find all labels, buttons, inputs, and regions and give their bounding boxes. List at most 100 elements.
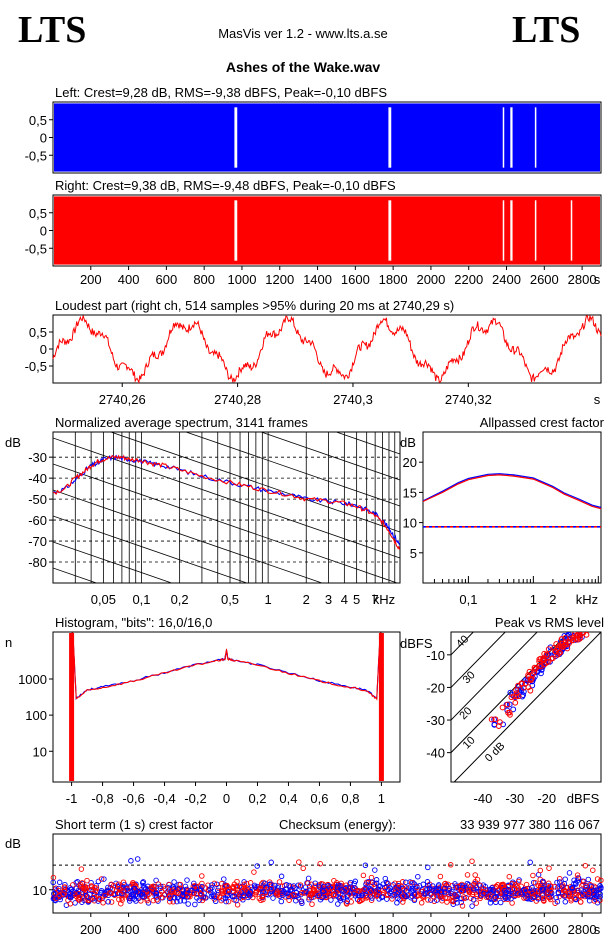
x-tick-label: 2800 <box>568 922 597 937</box>
crest-point <box>583 883 589 890</box>
crest-point <box>403 888 410 894</box>
spectrum-slope <box>53 489 324 583</box>
crest-point <box>494 889 500 896</box>
waveform-left-gap <box>388 107 392 168</box>
crest-point <box>335 901 341 907</box>
crest-point <box>411 897 418 904</box>
crest-point <box>574 872 581 878</box>
peakrms-point <box>545 646 552 653</box>
crest-point <box>162 886 168 892</box>
x-tick-label: 1 <box>265 592 272 607</box>
x-tick-label: 2000 <box>416 272 445 287</box>
crest-point <box>540 887 546 893</box>
peakrms-point <box>583 632 590 638</box>
loudest-part: Loudest part (right ch, 514 samples >95%… <box>25 298 602 407</box>
spectrum-slope <box>184 432 400 507</box>
peakrms-plot: 40 30 20 10 0 dB <box>451 632 601 782</box>
x-tick-label: 1200 <box>265 272 294 287</box>
crest-point <box>446 885 453 892</box>
crest-title: Short term (1 s) crest factor <box>55 817 214 832</box>
crest-point <box>530 872 536 879</box>
crest-point <box>272 882 278 889</box>
crest-point <box>315 893 321 900</box>
crest-point <box>517 891 523 897</box>
crest-point <box>580 892 586 899</box>
crest-frame <box>52 833 602 914</box>
crest-point <box>419 886 426 893</box>
crest-point <box>230 888 236 894</box>
x-tick-label: 800 <box>193 272 215 287</box>
crest-point <box>171 879 177 885</box>
crest-point <box>335 884 341 891</box>
crest-point <box>492 896 499 902</box>
crest-point <box>351 880 357 887</box>
crest-point <box>352 893 359 899</box>
crest-point <box>100 900 106 906</box>
crest-point <box>541 898 547 904</box>
x-tick-label: 2 <box>303 592 310 607</box>
crest-point <box>97 890 104 896</box>
crest-point <box>576 892 582 899</box>
crest-point <box>403 879 409 886</box>
crest-point <box>577 899 584 905</box>
crest-point <box>78 866 85 872</box>
y-tick-label: 0 <box>40 131 47 146</box>
crest-point <box>302 888 309 895</box>
crest-point <box>348 899 354 905</box>
crest-point <box>287 887 294 894</box>
loudest-waveform <box>52 315 602 385</box>
crest-point <box>53 888 60 894</box>
crest-point <box>291 883 297 889</box>
crest-point <box>394 900 400 906</box>
crest-point <box>434 897 440 903</box>
peakrms-point <box>499 704 506 711</box>
y-tick-label: 10 <box>33 744 47 759</box>
crest-point <box>169 888 175 894</box>
crest-point <box>219 889 226 895</box>
crest-point <box>286 897 292 903</box>
x-tick-label: -0,6 <box>122 791 144 806</box>
y-tick-label: -70 <box>28 534 47 549</box>
crest-point <box>78 883 84 890</box>
crest-point <box>581 878 587 885</box>
crest-point <box>191 884 198 890</box>
y-tick-label: -0,5 <box>25 241 47 256</box>
crest-point <box>221 883 228 890</box>
crest-point <box>566 870 573 876</box>
crest-point <box>400 899 406 905</box>
crest-point <box>257 886 263 892</box>
crest-point <box>224 883 230 890</box>
crest-point <box>165 884 171 891</box>
crest-point <box>497 899 504 906</box>
crest-point <box>365 880 372 886</box>
crest-point <box>344 898 350 904</box>
crest-point <box>585 891 592 897</box>
crest-point <box>506 873 513 880</box>
crest-point <box>166 893 173 900</box>
crest-point <box>203 895 209 901</box>
crest-point <box>442 889 448 895</box>
crest-point <box>61 887 68 893</box>
crest-point <box>447 862 454 868</box>
crest-point <box>76 897 82 903</box>
crest-point <box>530 895 536 901</box>
crest-point <box>298 898 305 904</box>
peakrms-frame <box>450 631 602 783</box>
crest-point <box>88 883 95 889</box>
y-tick-label: 0 <box>40 342 47 357</box>
logo-right: LTS <box>512 9 581 51</box>
crest-point <box>308 892 314 898</box>
crest-point <box>545 883 552 889</box>
crest-point <box>162 892 168 898</box>
crest-point <box>373 892 380 899</box>
crest-point <box>364 894 371 900</box>
crest-point <box>67 893 74 900</box>
crest-point <box>238 889 244 895</box>
crest-point <box>574 887 581 893</box>
waveform-left-gap <box>510 107 513 168</box>
crest-point <box>546 894 552 901</box>
y-tick-label: 10 <box>33 883 47 898</box>
x-tick-label: -30 <box>505 791 524 806</box>
histogram-chart: Histogram, "bits": 16,0/16,0n100010010-1… <box>5 615 401 806</box>
